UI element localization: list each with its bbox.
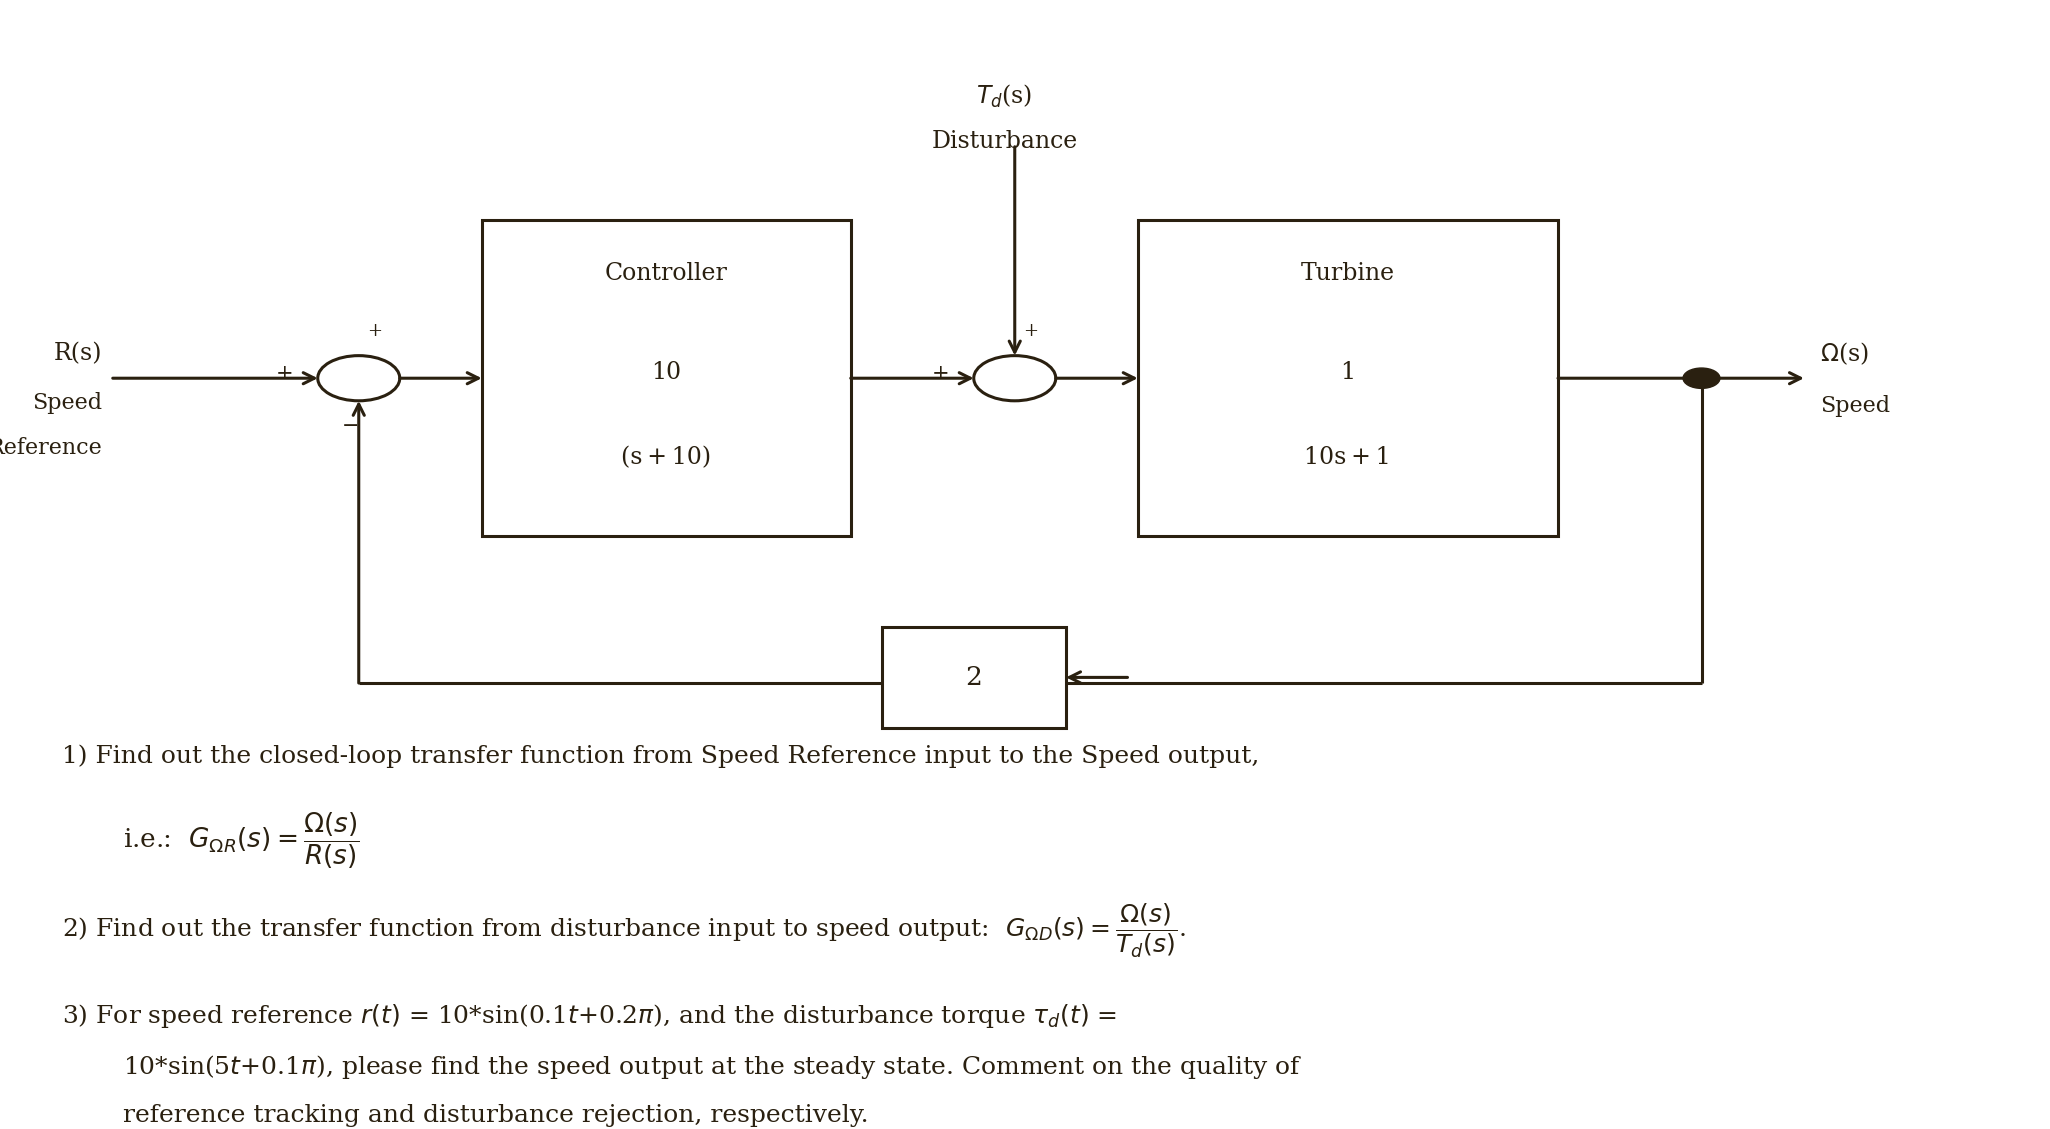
Text: +: +	[1023, 322, 1037, 340]
FancyBboxPatch shape	[482, 220, 851, 536]
Text: 1) Find out the closed-loop transfer function from Speed Reference input to the : 1) Find out the closed-loop transfer fun…	[62, 745, 1259, 768]
Text: Disturbance: Disturbance	[931, 130, 1078, 152]
Text: Reference: Reference	[0, 437, 102, 460]
Text: $\Omega$(s): $\Omega$(s)	[1820, 340, 1870, 367]
Text: Turbine: Turbine	[1302, 262, 1394, 286]
Text: 1: 1	[1341, 361, 1355, 384]
FancyBboxPatch shape	[882, 627, 1066, 728]
Text: −: −	[342, 417, 359, 436]
Text: 10: 10	[652, 361, 681, 384]
Text: +: +	[367, 322, 381, 340]
Text: Controller: Controller	[605, 262, 728, 286]
Text: +: +	[931, 365, 949, 383]
Text: $T_d$(s): $T_d$(s)	[976, 82, 1033, 110]
Text: reference tracking and disturbance rejection, respectively.: reference tracking and disturbance rejec…	[123, 1104, 869, 1127]
Text: 2: 2	[966, 665, 982, 690]
Text: i.e.:  $G_{\Omega R}(s)=\dfrac{\Omega(s)}{R(s)}$: i.e.: $G_{\Omega R}(s)=\dfrac{\Omega(s)}…	[123, 811, 359, 872]
Text: 10*sin(5$t$+0.1$\pi$), please find the speed output at the steady state. Comment: 10*sin(5$t$+0.1$\pi$), please find the s…	[123, 1053, 1302, 1080]
Text: +: +	[275, 365, 293, 383]
Circle shape	[1683, 368, 1720, 388]
Text: 2) Find out the transfer function from disturbance input to speed output:  $G_{\: 2) Find out the transfer function from d…	[62, 902, 1185, 961]
Text: Speed: Speed	[33, 392, 102, 414]
FancyBboxPatch shape	[1138, 220, 1558, 536]
Text: 10s + 1: 10s + 1	[1304, 446, 1392, 469]
Text: R(s): R(s)	[53, 342, 102, 365]
Text: 3) For speed reference $r(t)$ = 10*sin(0.1$t$+0.2$\pi$), and the disturbance tor: 3) For speed reference $r(t)$ = 10*sin(0…	[62, 1003, 1117, 1030]
Text: (s + 10): (s + 10)	[621, 446, 711, 469]
Text: Speed: Speed	[1820, 395, 1890, 418]
